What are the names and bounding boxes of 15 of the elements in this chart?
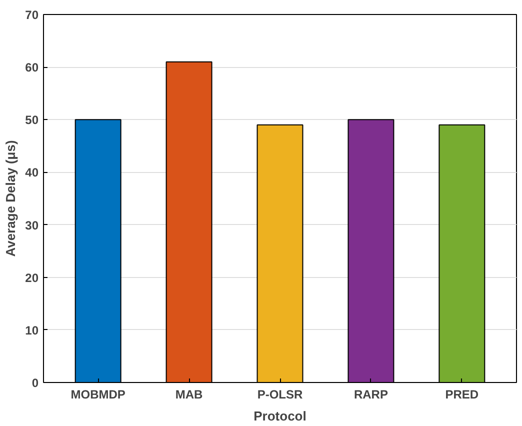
y-tick-label: 60 <box>25 60 39 75</box>
x-tick-label: PRED <box>445 388 479 402</box>
x-axis-title: Protocol <box>254 408 306 424</box>
x-tick-label: RARP <box>354 388 388 402</box>
y-tick-label: 0 <box>32 376 39 390</box>
y-tick-label: 30 <box>25 218 39 232</box>
x-tick-label: MOBMDP <box>70 388 126 402</box>
x-tick-label: P-OLSR <box>257 388 303 402</box>
y-tick-label: 50 <box>25 113 39 128</box>
y-axis-title: Average Delay (μs) <box>3 140 18 257</box>
y-tick-label: 10 <box>25 323 39 338</box>
y-tick-label: 40 <box>25 166 39 180</box>
x-tick-label: MAB <box>175 388 204 402</box>
y-tick-label: 70 <box>25 8 39 22</box>
y-tick-label: 20 <box>25 270 39 285</box>
